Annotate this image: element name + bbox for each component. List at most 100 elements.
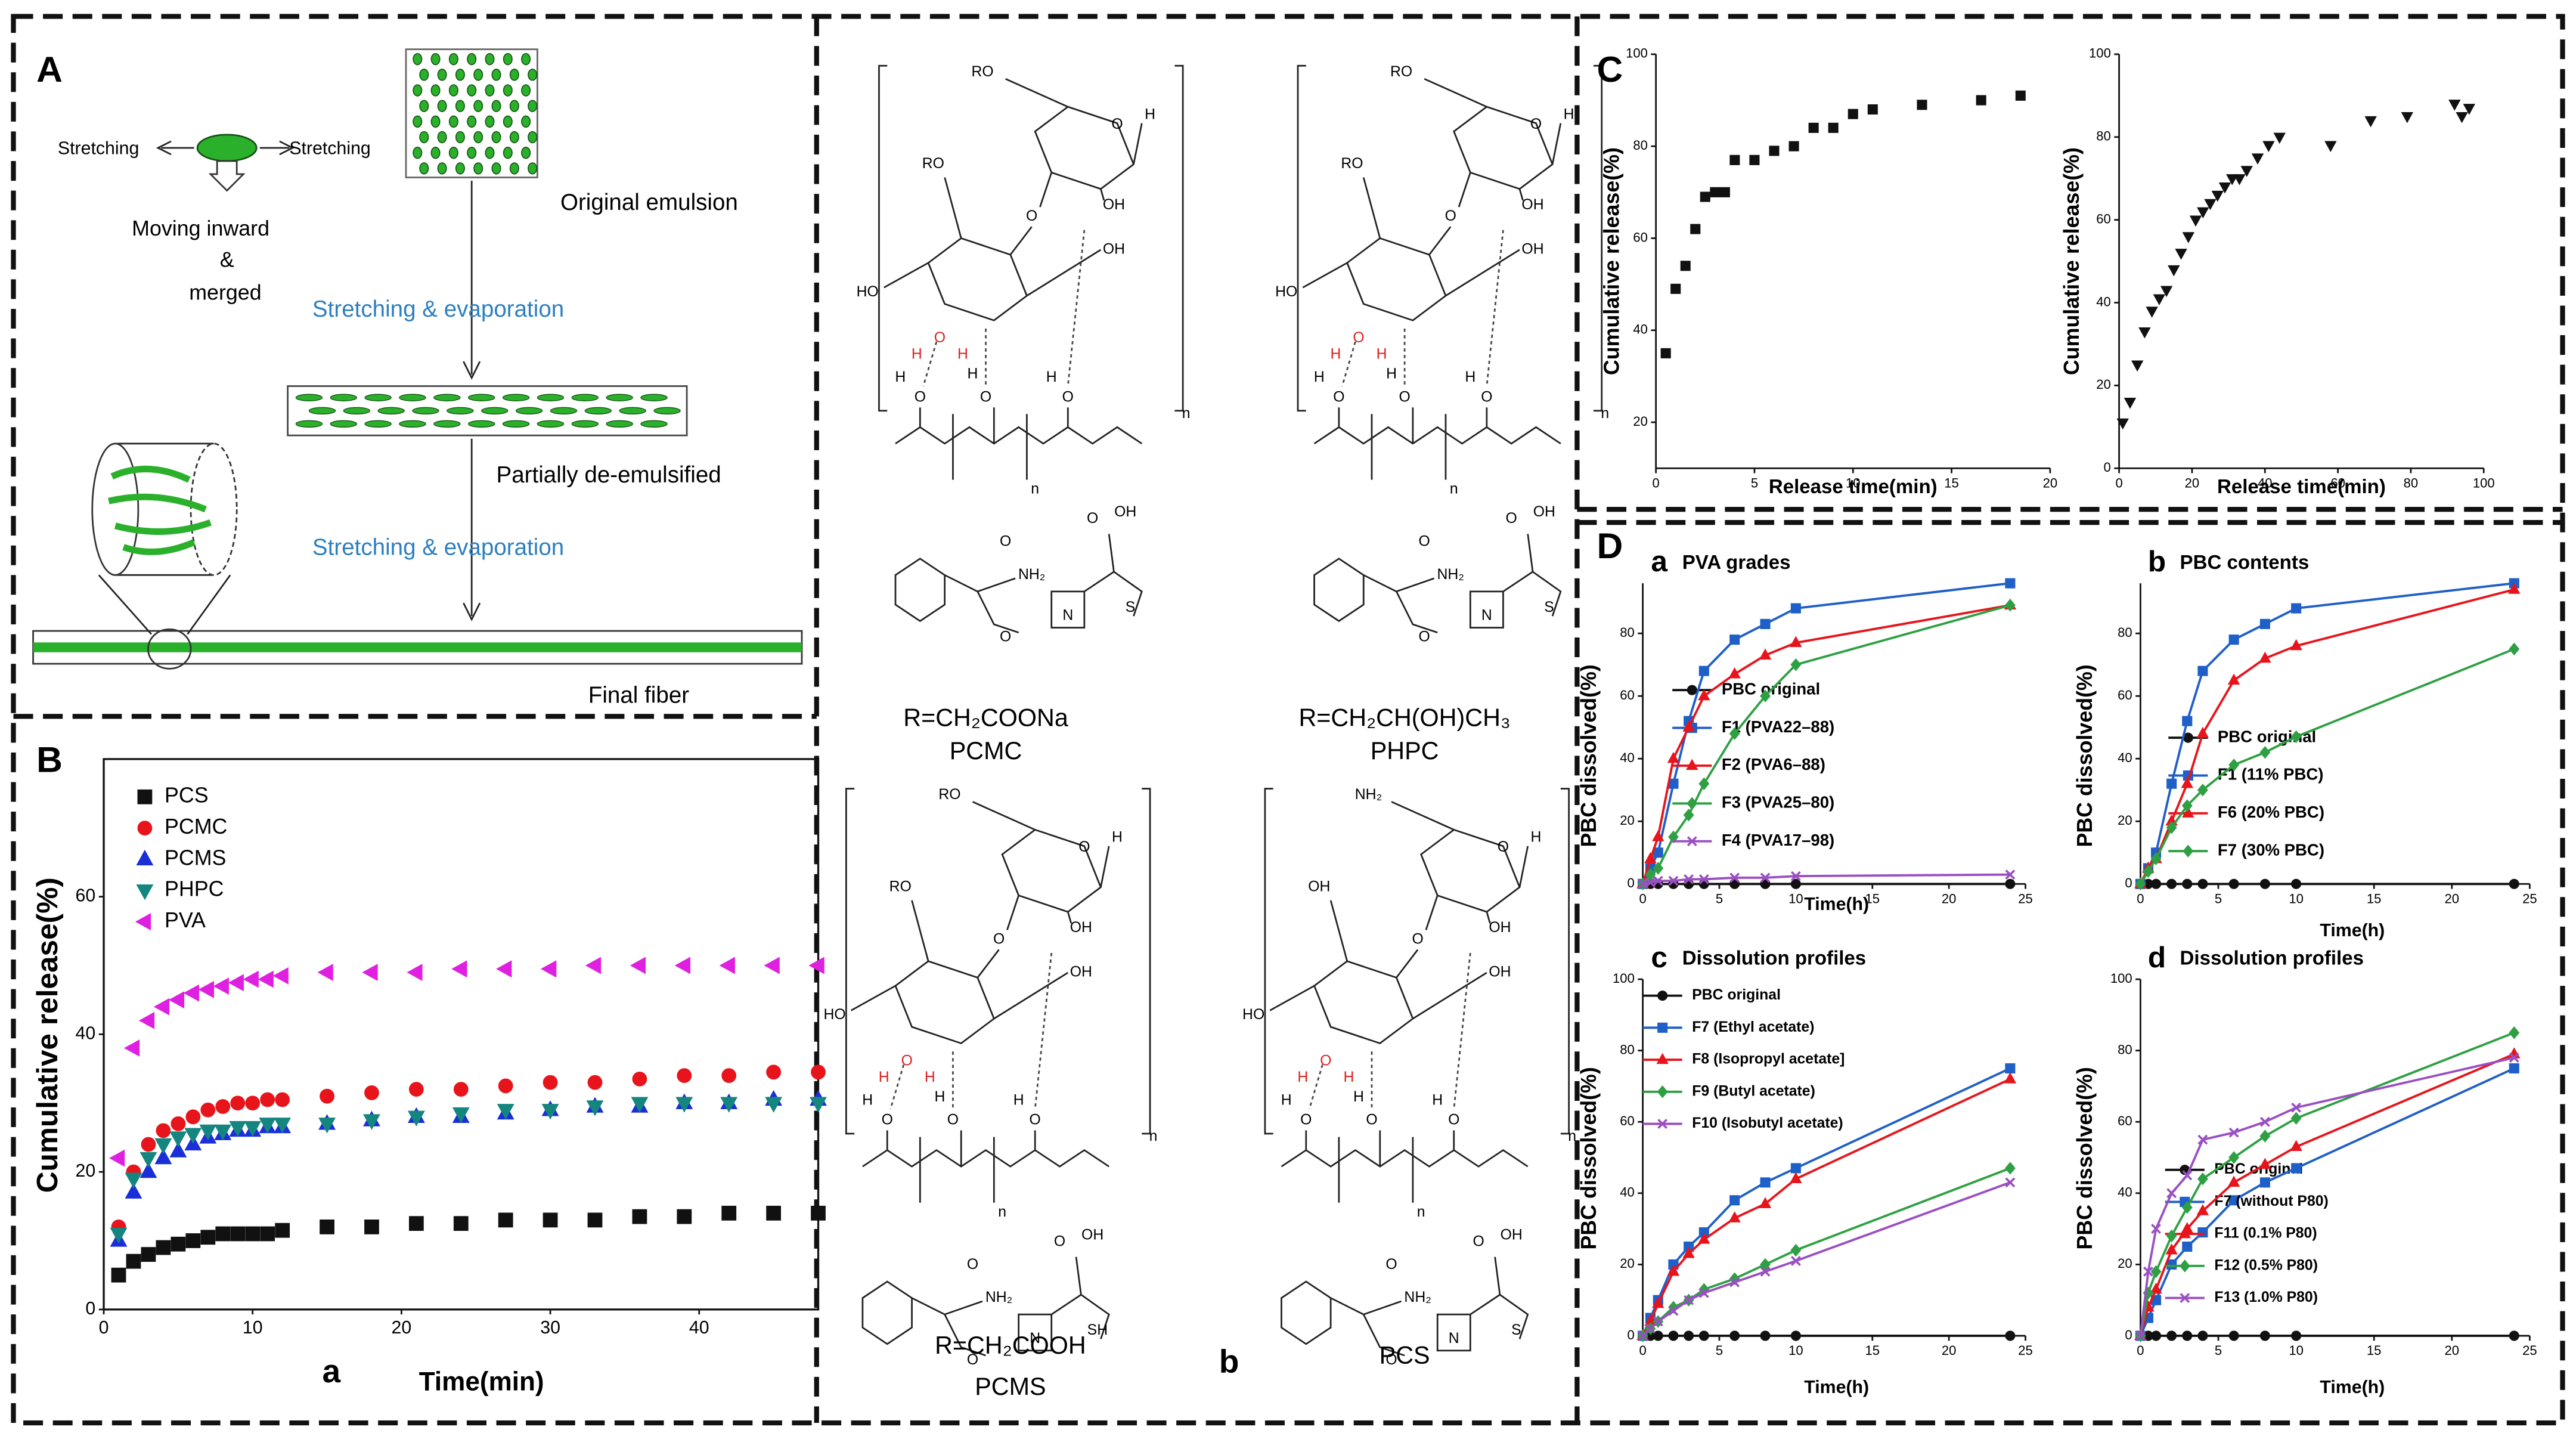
y-axis-label: Cumulative release(%) [1599,147,1623,375]
atom-label: O [1385,1256,1397,1273]
marker [258,970,274,988]
legend-marker [136,849,154,866]
atom-label: O [1506,510,1517,527]
marker [259,1118,277,1134]
droplet [485,84,495,97]
droplet [412,407,439,414]
y-tick-label: 80 [2118,1042,2132,1057]
atom-label: H [1112,830,1123,846]
marker [1684,1330,1694,1341]
x-tick-label: 10 [1846,475,1861,490]
marker [2259,1177,2270,1188]
marker [721,1068,737,1083]
droplet [430,115,441,128]
marker [2228,1195,2239,1206]
x-tick-label: 5 [1751,475,1758,490]
line [1642,873,2010,886]
bond [1313,407,1561,480]
atom-label: O [993,931,1005,947]
marker [2160,286,2173,298]
atom-label: S [1544,599,1554,615]
marker [677,1068,692,1083]
marker [2168,265,2180,277]
atom-label: H [1145,106,1155,122]
atom-label: OH [1489,920,1511,936]
atom-label: NH₂ [1437,567,1464,583]
droplet [491,69,501,81]
marker [2005,869,2016,880]
y-tick-label: 60 [1620,1113,1635,1128]
marker [2004,1162,2016,1175]
marker [156,1240,171,1255]
droplet [413,84,423,97]
x-tick-label: 20 [392,1318,412,1338]
marker [1760,872,1771,883]
x-tick-label: 25 [2018,1343,2033,1358]
droplet [467,52,477,66]
droplet [653,407,681,414]
marker [407,964,423,981]
atom-label: O [967,1352,978,1368]
marker [2228,1127,2239,1138]
marker [2153,294,2166,306]
y-tick-label: 80 [1633,138,1648,153]
atom-label: n [1450,481,1458,497]
marker [2259,1330,2270,1341]
marker [320,1088,334,1104]
y-tick-label: 60 [2118,688,2132,702]
line [2139,1031,2515,1336]
atom-label: O [1445,208,1456,224]
hydrogen-bond [1341,230,1504,386]
marker [2166,878,2177,889]
bond [1269,971,1487,1020]
droplet [433,420,461,428]
marker [215,1099,231,1114]
x-tick-label: 15 [1865,1343,1880,1358]
y-tick-label: 60 [2096,211,2111,226]
marker [140,1152,157,1168]
water-atom: H [1330,346,1341,363]
marker [407,1110,425,1126]
marker [1698,1233,1710,1244]
y-tick-label: 80 [2096,129,2111,144]
atom-label: n [998,1204,1006,1220]
legend-label: F7 (30% PBC) [2218,840,2324,859]
bond [944,78,1143,255]
legend-marker [2179,1259,2190,1273]
marker [1749,154,1760,165]
x-tick-label: 20 [2445,892,2460,906]
marker [2291,1330,2302,1341]
marker [2290,730,2302,744]
fiber-core [33,642,802,652]
x-tick-label: 0 [99,1318,109,1338]
marker [2291,603,2302,614]
marker [541,1104,559,1120]
x-tick-label: 25 [2018,892,2033,906]
legend-marker [1656,1053,1669,1064]
atom-label: H [1531,830,1542,846]
marker [363,1114,380,1130]
marker [2259,1116,2270,1127]
x-tick-label: 15 [2367,892,2382,906]
water-atom: H [1377,346,1387,363]
y-tick-label: 0 [2104,460,2111,475]
marker [214,1124,232,1140]
legend-marker [136,884,154,900]
y-axis-label: PBC dissolved(%) [1577,664,1601,847]
droplet [503,115,513,128]
marker [2181,799,2193,812]
marker [2166,778,2177,789]
marker [408,1082,424,1097]
x-tick-label: 15 [2367,1343,2382,1358]
droplet [448,115,458,128]
x-tick-label: 20 [1942,1343,1957,1358]
compound-name: PCMS [975,1373,1046,1400]
y-axis-label: PBC dissolved(%) [2073,664,2097,847]
bond [1329,801,1529,979]
legend-marker [1657,1119,1668,1129]
atom-label: N [1030,1330,1040,1347]
legend-marker [135,913,151,931]
atom-label: O [1030,1112,1041,1128]
marker [2290,1112,2302,1125]
marker [200,1102,216,1118]
